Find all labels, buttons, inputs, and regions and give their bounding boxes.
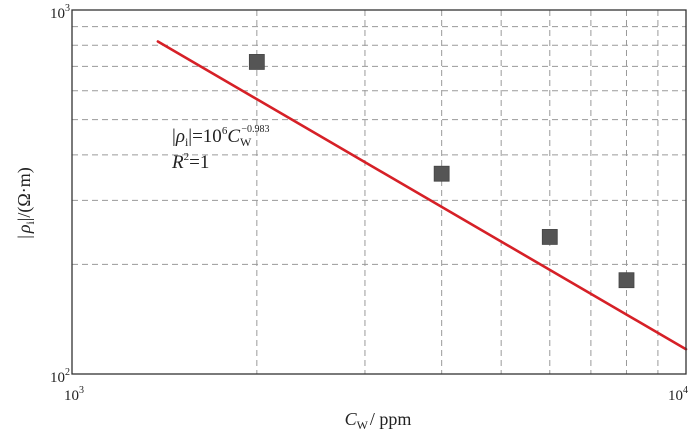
fit-line-group <box>156 40 688 351</box>
y-axis-label: |ρi|/(Ω·m) <box>14 167 37 239</box>
data-point-marker <box>541 229 558 245</box>
grid-lines <box>72 10 686 374</box>
x-tick-label: 103 <box>64 385 84 404</box>
plot-frame <box>71 9 687 375</box>
data-point-marker <box>433 165 450 182</box>
data-point-marker <box>618 272 635 289</box>
y-tick-label: 103 <box>50 3 70 22</box>
x-tick-label: 104 <box>668 385 688 404</box>
fit-line <box>156 40 688 351</box>
r-squared-label: R2=1 <box>171 151 209 173</box>
fit-equation: |ρi|=106CW−0.983 <box>172 124 269 149</box>
data-point-marker <box>248 54 265 70</box>
data-markers <box>248 54 635 289</box>
y-tick-label: 102 <box>50 367 70 386</box>
x-axis-label: CW / ppm <box>345 409 412 432</box>
